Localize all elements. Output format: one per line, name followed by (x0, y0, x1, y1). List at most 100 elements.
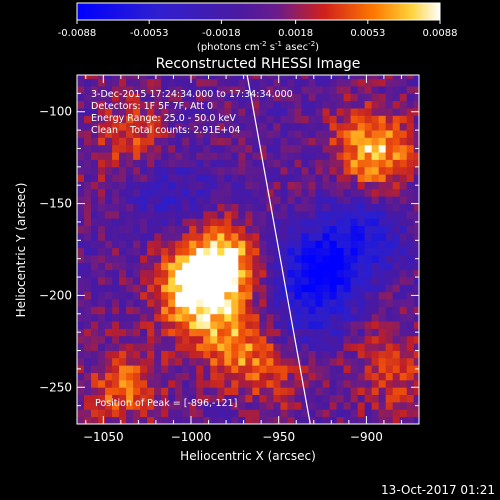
heatmap-cell (168, 218, 176, 227)
heatmap-cell (140, 108, 148, 116)
heatmap-cell (126, 313, 134, 322)
heatmap-cell (77, 225, 85, 234)
heatmap-cell (364, 218, 373, 227)
heatmap-cell (322, 181, 330, 190)
heatmap-cell (371, 159, 380, 168)
heatmap-cell (84, 335, 92, 344)
heatmap-cell (154, 365, 162, 373)
heatmap-cell (84, 269, 92, 278)
heatmap-cell (287, 277, 295, 285)
heatmap-cell (112, 225, 120, 234)
heatmap-cell (343, 203, 351, 212)
heatmap-cell (280, 299, 288, 307)
heatmap-cell (112, 203, 120, 212)
heatmap-cell (126, 321, 134, 329)
heatmap-cell (357, 166, 366, 175)
heatmap-cell (196, 188, 204, 197)
heatmap-cell (399, 372, 408, 381)
heatmap-cell (371, 196, 380, 204)
heatmap-cell (84, 262, 92, 271)
heatmap-cell (392, 108, 401, 116)
heatmap-cell (203, 328, 211, 337)
heatmap-cell (168, 313, 176, 322)
heatmap-cell (343, 313, 351, 322)
heatmap-cell (175, 247, 183, 256)
heatmap-cell (84, 401, 92, 410)
heatmap-cell (350, 328, 359, 337)
heatmap-cell (154, 409, 162, 418)
heatmap-cell (259, 313, 267, 322)
heatmap-cell (364, 401, 373, 410)
heatmap-cell (399, 401, 408, 410)
heatmap-cell (84, 232, 92, 241)
heatmap-cell (140, 78, 148, 87)
heatmap-cell (98, 232, 106, 241)
heatmap-cell (231, 343, 239, 351)
heatmap-cell (364, 78, 373, 87)
heatmap-cell (203, 299, 211, 307)
heatmap-cell (231, 350, 239, 359)
heatmap-cell (217, 115, 225, 124)
heatmap-cell (301, 335, 309, 344)
heatmap-cell (238, 299, 246, 307)
heatmap-cell (98, 401, 106, 410)
heatmap-cell (224, 350, 232, 359)
heatmap-cell (84, 306, 92, 315)
heatmap-cell (371, 416, 380, 424)
heatmap-cell (343, 357, 351, 366)
heatmap-cell (98, 210, 106, 219)
heatmap-cell (392, 357, 401, 366)
heatmap-cell (140, 262, 148, 271)
heatmap-cell (112, 291, 120, 300)
heatmap-cell (350, 343, 359, 351)
heatmap-cell (413, 247, 419, 256)
heatmap-cell (140, 306, 148, 315)
heatmap-cell (196, 291, 204, 300)
heatmap-cell (112, 159, 120, 168)
heatmap-cell (252, 196, 260, 204)
heatmap-cell (315, 122, 323, 131)
heatmap-cell (329, 152, 337, 160)
heatmap-cell (294, 335, 302, 344)
heatmap-cell (378, 174, 387, 182)
heatmap-cell (329, 203, 337, 212)
heatmap-cell (336, 350, 344, 359)
heatmap-cell (196, 299, 204, 307)
heatmap-cell (105, 409, 113, 418)
heatmap-cell (252, 78, 260, 87)
heatmap-cell (413, 196, 419, 204)
heatmap-cell (322, 387, 330, 396)
heatmap-cell (147, 108, 155, 116)
heatmap-cell (112, 218, 120, 227)
heatmap-cell (231, 306, 239, 315)
heatmap-cell (343, 218, 351, 227)
heatmap-cell (105, 108, 113, 116)
heatmap-cell (308, 247, 316, 256)
heatmap-cell (175, 122, 183, 131)
heatmap-cell (196, 321, 204, 329)
heatmap-cell (133, 306, 141, 315)
heatmap-cell (287, 379, 295, 388)
heatmap-cell (336, 284, 344, 293)
heatmap-cell (329, 255, 337, 263)
heatmap-cell (385, 100, 394, 109)
heatmap-cell (112, 306, 120, 315)
heatmap-cell (91, 86, 99, 94)
heatmap-cell (84, 240, 92, 249)
heatmap-cell (154, 401, 162, 410)
heatmap-cell (259, 196, 267, 204)
y-axis-label: Heliocentric Y (arcsec) (14, 183, 28, 318)
heatmap-cell (406, 247, 415, 256)
heatmap-cell (392, 247, 401, 256)
heatmap-cell (133, 86, 141, 94)
heatmap-cell (392, 284, 401, 293)
heatmap-cell (315, 152, 323, 160)
heatmap-cell (259, 115, 267, 124)
heatmap-cell (378, 240, 387, 249)
heatmap-cell (392, 174, 401, 182)
heatmap-cell (154, 269, 162, 278)
heatmap-cell (196, 115, 204, 124)
heatmap-cell (399, 394, 408, 403)
heatmap-cell (245, 75, 253, 80)
heatmap-cell (392, 210, 401, 219)
